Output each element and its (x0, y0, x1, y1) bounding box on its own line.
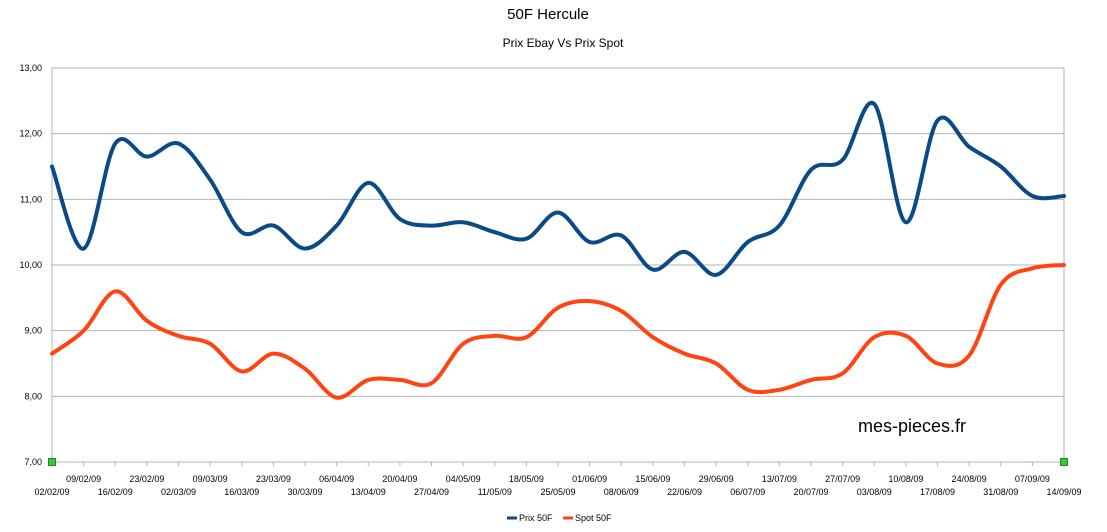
x-tick-label: 02/02/09 (34, 487, 69, 497)
legend: Prix 50F Spot 50F (507, 513, 612, 523)
x-tick-label: 13/07/09 (762, 474, 797, 484)
legend-label: Spot 50F (575, 513, 612, 523)
x-tick-label: 08/06/09 (604, 487, 639, 497)
x-tick-label: 13/04/09 (351, 487, 386, 497)
x-tick-label: 09/03/09 (193, 474, 228, 484)
x-tick-label: 30/03/09 (287, 487, 322, 497)
y-tick-label: 11,00 (20, 194, 42, 204)
x-tick-label: 18/05/09 (509, 474, 544, 484)
series-line-prix-50f (50, 100, 1066, 277)
x-tick-label: 06/07/09 (730, 487, 765, 497)
x-tick-label: 01/06/09 (572, 474, 607, 484)
x-tick-label: 31/08/09 (983, 487, 1018, 497)
chart-subtitle: Prix Ebay Vs Prix Spot (503, 36, 624, 50)
axis-end-marker (48, 458, 56, 466)
x-tick-label: 15/06/09 (635, 474, 670, 484)
legend-label: Prix 50F (519, 513, 553, 523)
x-tick-label: 20/07/09 (793, 487, 828, 497)
y-tick-label: 8,00 (24, 391, 42, 401)
x-tick-label: 04/05/09 (446, 474, 481, 484)
x-tick-label: 11/05/09 (478, 487, 512, 497)
x-tick-label: 09/02/09 (66, 474, 101, 484)
gridlines (52, 67, 1064, 463)
x-tick-label: 03/08/09 (857, 487, 892, 497)
y-tick-label: 10,00 (19, 260, 42, 270)
x-tick-label: 25/05/09 (540, 487, 575, 497)
y-axis-tick-labels: 7,00 8,00 9,00 10,00 11,00 12,00 13,00 (19, 63, 42, 467)
series-lines (50, 100, 1066, 400)
y-tick-label: 9,00 (24, 326, 42, 336)
x-tick-label: 10/08/09 (888, 474, 923, 484)
x-tick-label: 24/08/09 (952, 474, 987, 484)
chart-title: 50F Hercule (507, 6, 589, 23)
watermark-text: mes-pieces.fr (858, 416, 966, 436)
x-tick-label: 22/06/09 (667, 487, 702, 497)
x-tick-label: 16/02/09 (98, 487, 133, 497)
x-tick-label: 07/09/09 (1015, 474, 1050, 484)
x-tick-label: 27/07/09 (825, 474, 860, 484)
x-tick-label: 29/06/09 (699, 474, 734, 484)
x-tick-label: 27/04/09 (414, 487, 449, 497)
axis-end-markers (48, 458, 1068, 466)
y-tick-label: 7,00 (24, 457, 42, 467)
x-tick-label: 23/03/09 (256, 474, 291, 484)
x-tick-label: 02/03/09 (161, 487, 196, 497)
y-tick-label: 13,00 (19, 63, 42, 73)
x-tick-label: 23/02/09 (129, 474, 164, 484)
x-tick-label: 14/09/09 (1046, 487, 1081, 497)
x-tick-label: 06/04/09 (319, 474, 354, 484)
series-line-spot-50f (50, 263, 1066, 400)
x-tick-label: 20/04/09 (382, 474, 417, 484)
x-axis-tick-labels: 02/02/09 09/02/09 16/02/09 23/02/09 02/03/09… (34, 462, 1082, 497)
x-tick-label: 17/08/09 (920, 487, 955, 497)
y-tick-label: 12,00 (19, 129, 42, 139)
axis-end-marker (1060, 458, 1068, 466)
x-tick-label: 16/03/09 (224, 487, 259, 497)
